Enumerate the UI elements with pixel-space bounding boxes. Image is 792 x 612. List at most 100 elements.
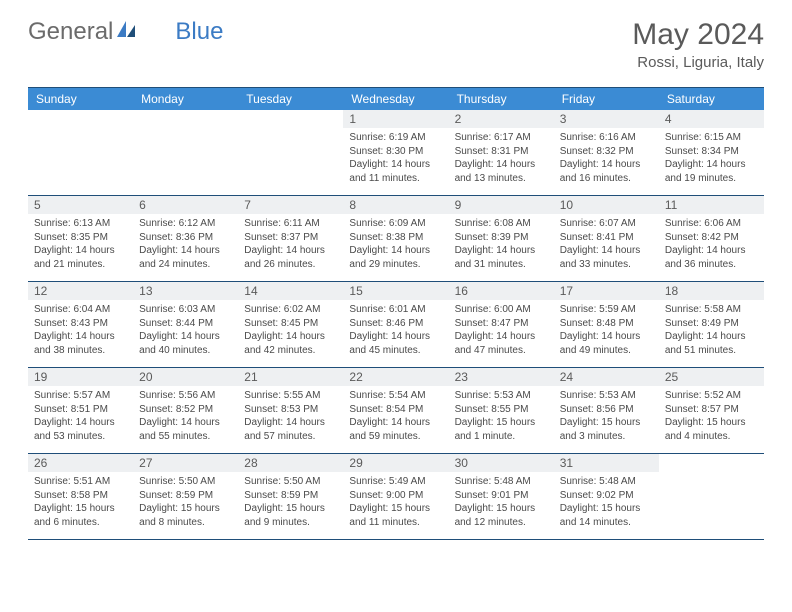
daylight-2: and 21 minutes. [34, 258, 127, 272]
sunrise: Sunrise: 5:51 AM [34, 475, 127, 489]
sunrise: Sunrise: 6:08 AM [455, 217, 548, 231]
daylight-1: Daylight: 15 hours [455, 502, 548, 516]
daylight-2: and 53 minutes. [34, 430, 127, 444]
sunset: Sunset: 8:47 PM [455, 317, 548, 331]
calendar-day: 8Sunrise: 6:09 AMSunset: 8:38 PMDaylight… [343, 196, 448, 281]
day-number: 11 [659, 196, 764, 214]
day-headers-row: SundayMondayTuesdayWednesdayThursdayFrid… [28, 88, 764, 110]
day-info: Sunrise: 6:00 AMSunset: 8:47 PMDaylight:… [449, 300, 554, 361]
month-title: May 2024 [632, 18, 764, 52]
day-number: 25 [659, 368, 764, 386]
day-number: 21 [238, 368, 343, 386]
daylight-1: Daylight: 15 hours [560, 416, 653, 430]
sunset: Sunset: 8:56 PM [560, 403, 653, 417]
sunset: Sunset: 8:46 PM [349, 317, 442, 331]
calendar-day: 1Sunrise: 6:19 AMSunset: 8:30 PMDaylight… [343, 110, 448, 195]
logo-sail-icon [115, 18, 137, 46]
sunrise: Sunrise: 6:00 AM [455, 303, 548, 317]
sunrise: Sunrise: 5:50 AM [244, 475, 337, 489]
day-number: 18 [659, 282, 764, 300]
day-number: 29 [343, 454, 448, 472]
daylight-1: Daylight: 14 hours [349, 158, 442, 172]
calendar-day: 23Sunrise: 5:53 AMSunset: 8:55 PMDayligh… [449, 368, 554, 453]
day-info: Sunrise: 6:15 AMSunset: 8:34 PMDaylight:… [659, 128, 764, 189]
day-number: 27 [133, 454, 238, 472]
calendar-day: 6Sunrise: 6:12 AMSunset: 8:36 PMDaylight… [133, 196, 238, 281]
day-number: 16 [449, 282, 554, 300]
sunrise: Sunrise: 5:57 AM [34, 389, 127, 403]
sunrise: Sunrise: 6:15 AM [665, 131, 758, 145]
day-number: 13 [133, 282, 238, 300]
sunrise: Sunrise: 6:17 AM [455, 131, 548, 145]
logo-text-2: Blue [175, 18, 223, 46]
daylight-1: Daylight: 14 hours [139, 416, 232, 430]
day-number: 1 [343, 110, 448, 128]
calendar-empty [659, 454, 764, 539]
sunset: Sunset: 8:52 PM [139, 403, 232, 417]
sunset: Sunset: 8:59 PM [139, 489, 232, 503]
daylight-2: and 3 minutes. [560, 430, 653, 444]
day-number: 8 [343, 196, 448, 214]
day-info: Sunrise: 5:54 AMSunset: 8:54 PMDaylight:… [343, 386, 448, 447]
daylight-2: and 9 minutes. [244, 516, 337, 530]
day-header: Thursday [449, 88, 554, 110]
day-number: 19 [28, 368, 133, 386]
daylight-1: Daylight: 15 hours [349, 502, 442, 516]
day-info: Sunrise: 5:56 AMSunset: 8:52 PMDaylight:… [133, 386, 238, 447]
day-number: 7 [238, 196, 343, 214]
calendar-day: 18Sunrise: 5:58 AMSunset: 8:49 PMDayligh… [659, 282, 764, 367]
day-header: Friday [554, 88, 659, 110]
daylight-2: and 8 minutes. [139, 516, 232, 530]
day-info: Sunrise: 6:12 AMSunset: 8:36 PMDaylight:… [133, 214, 238, 275]
day-info: Sunrise: 5:52 AMSunset: 8:57 PMDaylight:… [659, 386, 764, 447]
day-number: 12 [28, 282, 133, 300]
daylight-1: Daylight: 14 hours [139, 330, 232, 344]
calendar-empty [238, 110, 343, 195]
sunset: Sunset: 8:57 PM [665, 403, 758, 417]
day-number: 23 [449, 368, 554, 386]
daylight-1: Daylight: 14 hours [34, 330, 127, 344]
daylight-1: Daylight: 14 hours [349, 330, 442, 344]
day-info: Sunrise: 5:49 AMSunset: 9:00 PMDaylight:… [343, 472, 448, 533]
day-info: Sunrise: 6:08 AMSunset: 8:39 PMDaylight:… [449, 214, 554, 275]
day-info: Sunrise: 5:51 AMSunset: 8:58 PMDaylight:… [28, 472, 133, 533]
logo-text-1: General [28, 18, 113, 46]
day-header: Sunday [28, 88, 133, 110]
day-info: Sunrise: 5:58 AMSunset: 8:49 PMDaylight:… [659, 300, 764, 361]
daylight-2: and 13 minutes. [455, 172, 548, 186]
day-info: Sunrise: 6:11 AMSunset: 8:37 PMDaylight:… [238, 214, 343, 275]
day-info: Sunrise: 5:50 AMSunset: 8:59 PMDaylight:… [238, 472, 343, 533]
daylight-1: Daylight: 14 hours [455, 244, 548, 258]
calendar-day: 7Sunrise: 6:11 AMSunset: 8:37 PMDaylight… [238, 196, 343, 281]
day-number: 3 [554, 110, 659, 128]
calendar-body: 1Sunrise: 6:19 AMSunset: 8:30 PMDaylight… [28, 110, 764, 540]
calendar-day: 12Sunrise: 6:04 AMSunset: 8:43 PMDayligh… [28, 282, 133, 367]
day-info: Sunrise: 6:19 AMSunset: 8:30 PMDaylight:… [343, 128, 448, 189]
sunset: Sunset: 8:49 PM [665, 317, 758, 331]
day-info: Sunrise: 5:53 AMSunset: 8:56 PMDaylight:… [554, 386, 659, 447]
daylight-2: and 16 minutes. [560, 172, 653, 186]
day-info: Sunrise: 6:06 AMSunset: 8:42 PMDaylight:… [659, 214, 764, 275]
day-number: 26 [28, 454, 133, 472]
day-header: Saturday [659, 88, 764, 110]
calendar-day: 31Sunrise: 5:48 AMSunset: 9:02 PMDayligh… [554, 454, 659, 539]
calendar-day: 28Sunrise: 5:50 AMSunset: 8:59 PMDayligh… [238, 454, 343, 539]
day-info: Sunrise: 5:48 AMSunset: 9:02 PMDaylight:… [554, 472, 659, 533]
calendar-day: 19Sunrise: 5:57 AMSunset: 8:51 PMDayligh… [28, 368, 133, 453]
daylight-1: Daylight: 14 hours [244, 330, 337, 344]
sunset: Sunset: 8:34 PM [665, 145, 758, 159]
daylight-2: and 11 minutes. [349, 516, 442, 530]
daylight-2: and 6 minutes. [34, 516, 127, 530]
sunset: Sunset: 8:32 PM [560, 145, 653, 159]
calendar-day: 27Sunrise: 5:50 AMSunset: 8:59 PMDayligh… [133, 454, 238, 539]
day-number: 9 [449, 196, 554, 214]
day-info: Sunrise: 6:17 AMSunset: 8:31 PMDaylight:… [449, 128, 554, 189]
daylight-1: Daylight: 14 hours [560, 158, 653, 172]
day-info: Sunrise: 5:48 AMSunset: 9:01 PMDaylight:… [449, 472, 554, 533]
sunset: Sunset: 8:41 PM [560, 231, 653, 245]
sunrise: Sunrise: 5:55 AM [244, 389, 337, 403]
daylight-1: Daylight: 15 hours [34, 502, 127, 516]
calendar-day: 15Sunrise: 6:01 AMSunset: 8:46 PMDayligh… [343, 282, 448, 367]
sunrise: Sunrise: 5:53 AM [455, 389, 548, 403]
day-info: Sunrise: 5:57 AMSunset: 8:51 PMDaylight:… [28, 386, 133, 447]
